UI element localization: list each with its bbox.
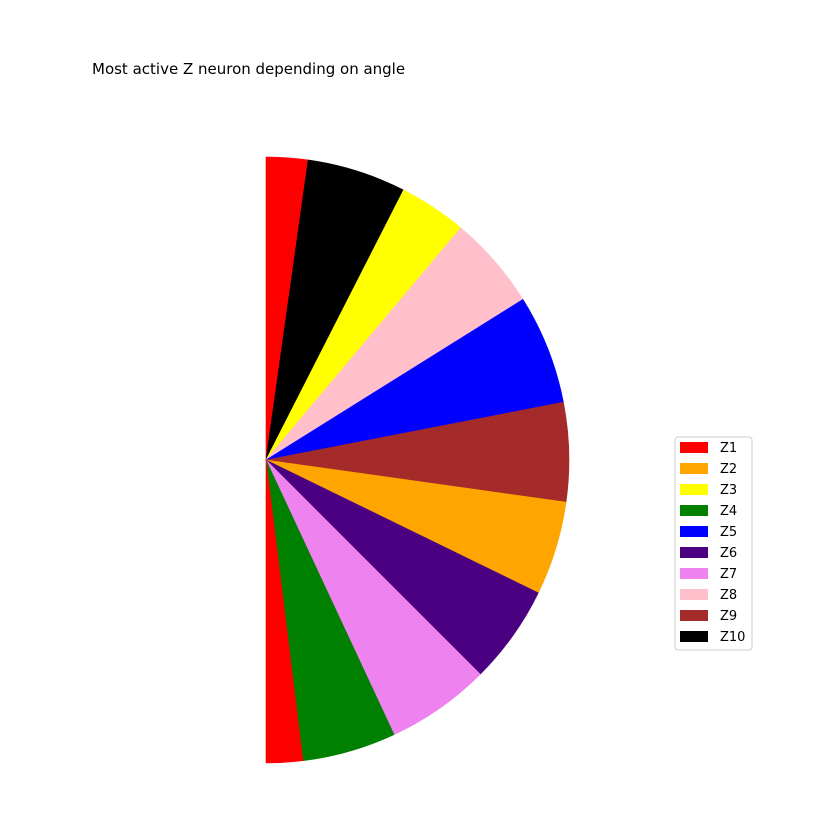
legend-swatch-z1	[680, 442, 708, 453]
legend-swatch-z8	[680, 589, 708, 600]
legend-items: Z1 Z2 Z3 Z4 Z5 Z6 Z7 Z8 Z9 Z10	[680, 441, 745, 645]
legend-label-z1: Z1	[720, 441, 737, 456]
legend-label-z2: Z2	[720, 462, 737, 477]
legend-label-z5: Z5	[720, 525, 737, 540]
legend-swatch-z6	[680, 547, 708, 558]
chart-title: Most active Z neuron depending on angle	[92, 60, 405, 78]
legend-label-z4: Z4	[720, 504, 737, 519]
legend-swatch-z9	[680, 610, 708, 621]
legend: Z1 Z2 Z3 Z4 Z5 Z6 Z7 Z8 Z9 Z10	[674, 436, 753, 651]
legend-label-z8: Z8	[720, 588, 737, 603]
legend-swatch-z2	[680, 463, 708, 474]
legend-label-z10: Z10	[720, 630, 745, 645]
legend-swatch-z4	[680, 505, 708, 516]
sector-z1-10	[265, 459, 304, 764]
legend-label-z6: Z6	[720, 546, 737, 561]
legend-label-z7: Z7	[720, 567, 737, 582]
legend-label-z9: Z9	[720, 609, 737, 624]
chart-sectors	[265, 156, 570, 764]
legend-label-z3: Z3	[720, 483, 737, 498]
legend-swatch-z3	[680, 484, 708, 495]
legend-swatch-z10	[680, 631, 708, 642]
legend-swatch-z7	[680, 568, 708, 579]
legend-swatch-z5	[680, 526, 708, 537]
